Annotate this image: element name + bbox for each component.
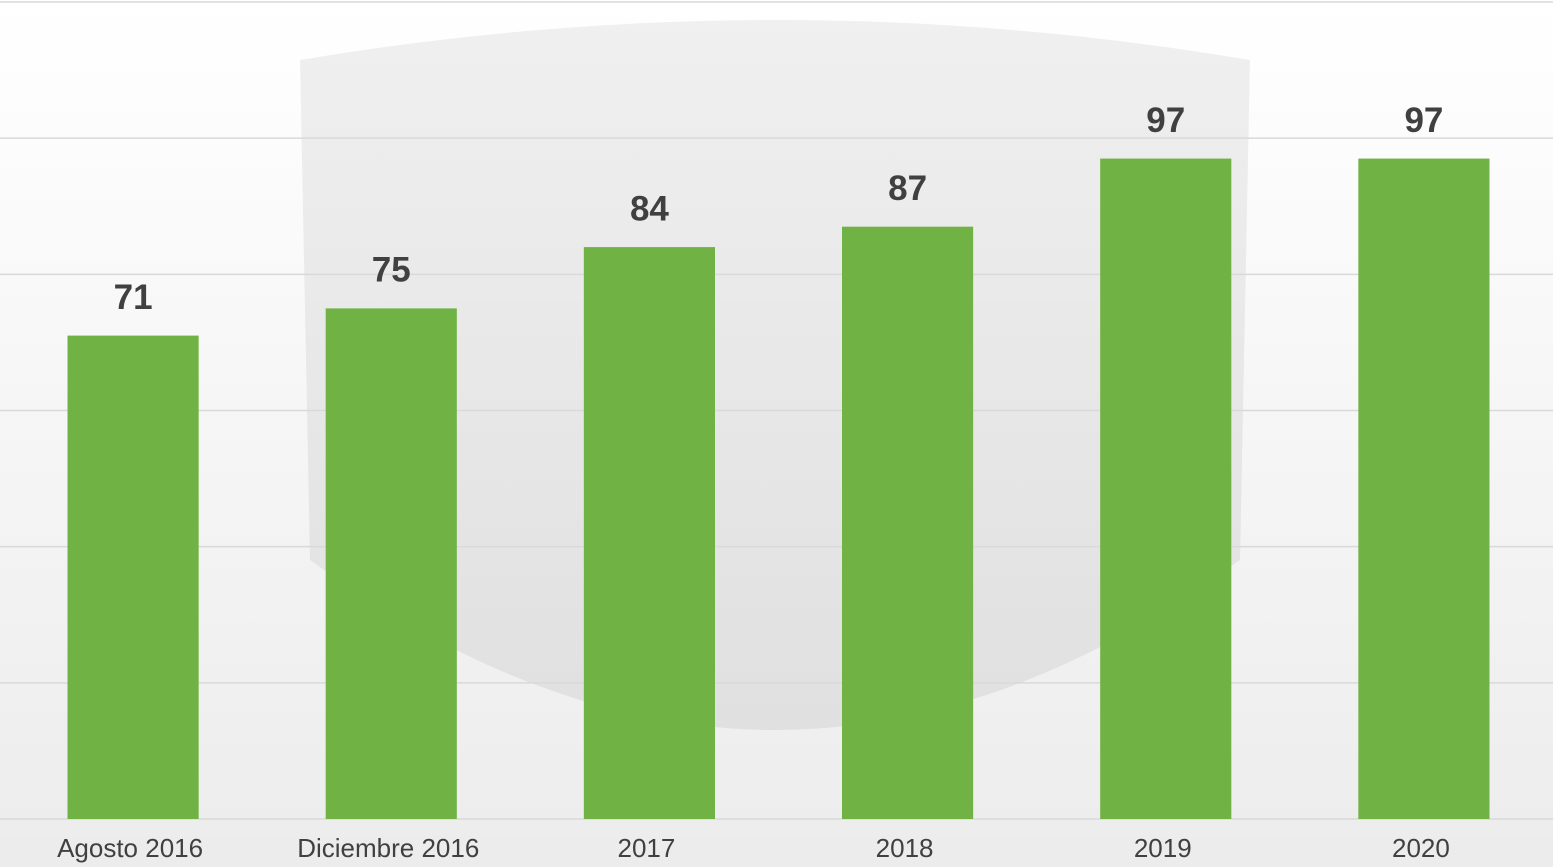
data-label: 84 bbox=[630, 189, 669, 228]
data-label: 97 bbox=[1404, 101, 1443, 140]
bar bbox=[1100, 158, 1232, 819]
x-tick-label: Diciembre 2016 bbox=[297, 833, 479, 863]
data-label: 97 bbox=[1146, 101, 1185, 140]
data-label: 87 bbox=[888, 169, 927, 208]
watermark bbox=[300, 20, 1250, 730]
bar bbox=[67, 335, 199, 819]
data-label: 71 bbox=[114, 278, 153, 317]
data-label: 75 bbox=[372, 251, 411, 290]
bar bbox=[1358, 158, 1490, 819]
x-tick-label: 2020 bbox=[1392, 833, 1450, 863]
x-tick-label: 2018 bbox=[876, 833, 934, 863]
x-tick-label: 2019 bbox=[1134, 833, 1192, 863]
x-tick-label: Agosto 2016 bbox=[57, 833, 203, 863]
x-tick-label: 2017 bbox=[617, 833, 675, 863]
bar bbox=[583, 247, 715, 820]
bar bbox=[842, 226, 974, 820]
bar bbox=[325, 308, 457, 819]
